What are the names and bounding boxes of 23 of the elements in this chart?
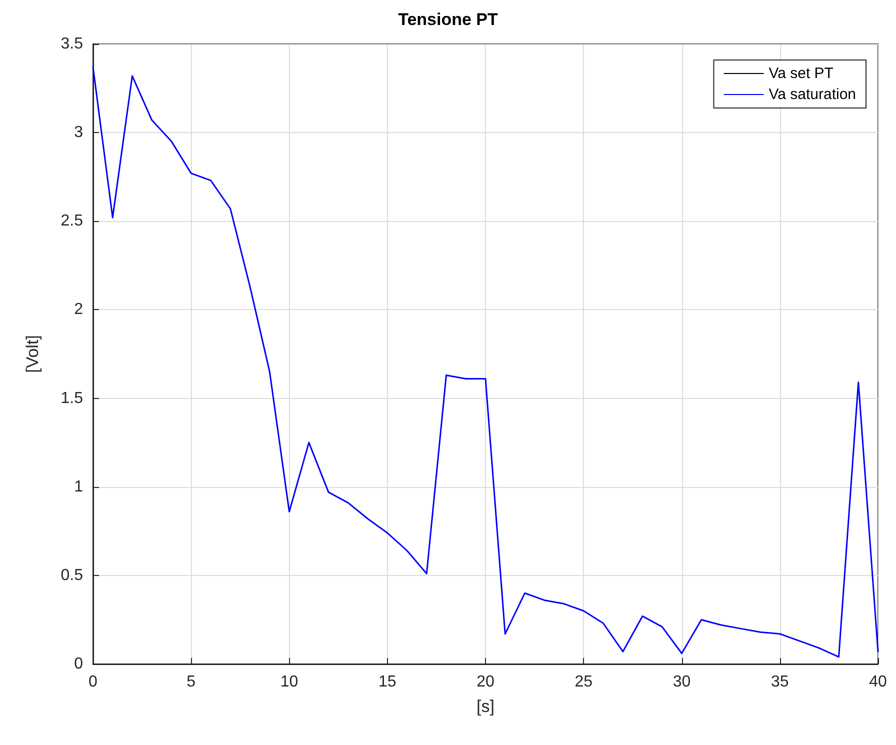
line-series [92, 66, 879, 658]
y-tick-label: 3.5 [60, 36, 84, 52]
y-tick-label: 0 [74, 656, 84, 672]
x-tick-label: 20 [476, 674, 494, 690]
y-tick-label: 0.5 [60, 566, 84, 584]
legend-label: Va saturation [768, 86, 856, 103]
x-tick-label: 5 [186, 674, 196, 690]
chart-title: Tensione PT [398, 10, 499, 29]
x-tick-label: 0 [88, 674, 98, 690]
x-tick-label: 15 [378, 674, 396, 690]
x-tick-label: 25 [574, 674, 593, 690]
x-tick-label: 10 [280, 674, 298, 690]
x-tick-label: 30 [672, 674, 691, 690]
y-tick-label: 3 [74, 124, 84, 142]
y-tick-label: 1.5 [60, 390, 84, 407]
y-tick-label: 2 [74, 301, 84, 318]
legend-label: Va set PT [768, 65, 834, 82]
x-tick-label: 35 [770, 674, 789, 690]
y-tick-label: 1 [74, 478, 84, 496]
x-tick-label: 40 [869, 674, 887, 690]
x-axis-title: [s] [476, 697, 494, 716]
y-tick-label: 2.5 [60, 212, 84, 230]
y-axis-title: [Volt] [23, 335, 42, 373]
